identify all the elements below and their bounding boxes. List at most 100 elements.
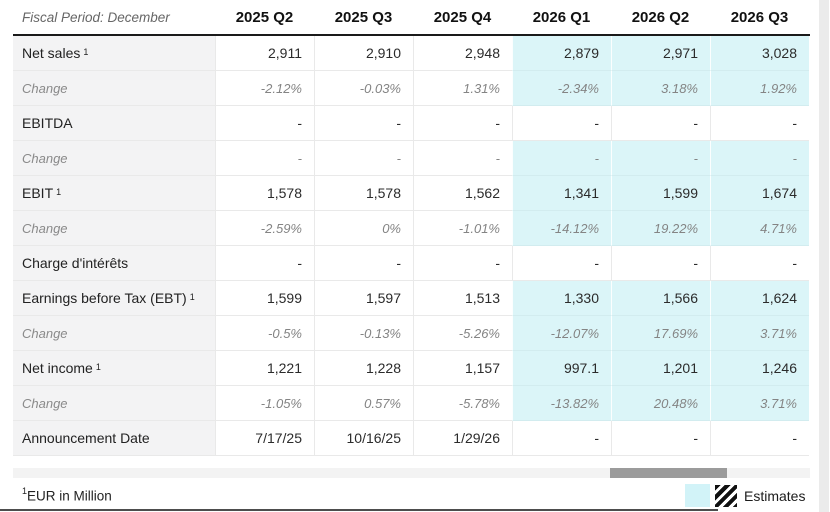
value-cell: -13.82% bbox=[512, 386, 611, 421]
value-cell: - bbox=[413, 246, 512, 281]
value-cell: -2.59% bbox=[215, 211, 314, 246]
estimate-color-swatch bbox=[685, 484, 710, 507]
value-cell: - bbox=[611, 246, 710, 281]
row-label: EBITDA bbox=[13, 106, 215, 141]
table-row-net-income: Net income 1 1,221 1,228 1,157 997.1 1,201 1,24… bbox=[13, 351, 810, 386]
value-cell: 0.57% bbox=[314, 386, 413, 421]
value-cell: 1.31% bbox=[413, 71, 512, 106]
row-label-text: Earnings before Tax (EBT) bbox=[22, 290, 187, 306]
row-label-text: Charge d'intérêts bbox=[22, 255, 129, 271]
value-cell: -14.12% bbox=[512, 211, 611, 246]
value-cell: 1,157 bbox=[413, 351, 512, 386]
value-cell: - bbox=[512, 141, 611, 176]
value-cell: 1.92% bbox=[710, 71, 809, 106]
row-label: Net income 1 bbox=[13, 351, 215, 386]
table-row-ebit: EBIT 1 1,578 1,578 1,562 1,341 1,599 1,674 bbox=[13, 176, 810, 211]
estimates-legend: Estimates bbox=[685, 484, 805, 507]
value-cell: 2,971 bbox=[611, 36, 710, 71]
value-cell: -1.01% bbox=[413, 211, 512, 246]
value-cell: -5.78% bbox=[413, 386, 512, 421]
row-label: Charge d'intérêts bbox=[13, 246, 215, 281]
value-cell: 2,910 bbox=[314, 36, 413, 71]
value-cell: - bbox=[413, 106, 512, 141]
footnote-eur-in-million: 1EUR in Million bbox=[22, 486, 112, 504]
row-label-text: Net sales bbox=[22, 45, 81, 61]
value-cell: 1,562 bbox=[413, 176, 512, 211]
table-body: Net sales 1 2,911 2,910 2,948 2,879 2,971 3,028… bbox=[13, 36, 810, 456]
footnote-text: EUR in Million bbox=[27, 488, 112, 504]
row-label-text: EBIT bbox=[22, 185, 54, 201]
value-cell: 1,228 bbox=[314, 351, 413, 386]
row-label: Change bbox=[13, 316, 215, 351]
column-header-2026-q2: 2026 Q2 bbox=[631, 8, 690, 26]
row-label-text: Change bbox=[22, 325, 68, 341]
vertical-page-scrollbar[interactable] bbox=[819, 0, 829, 512]
value-cell: - bbox=[611, 106, 710, 141]
value-cell: 1,246 bbox=[710, 351, 809, 386]
value-cell: 2,948 bbox=[413, 36, 512, 71]
value-cell: -2.12% bbox=[215, 71, 314, 106]
table-row-change: Change -0.5% -0.13% -5.26% -12.07% 17.69% 3.71… bbox=[13, 316, 810, 351]
footnote-marker: 1 bbox=[22, 486, 28, 496]
row-label: EBIT 1 bbox=[13, 176, 215, 211]
value-cell: 1,599 bbox=[611, 176, 710, 211]
footnote-marker: 1 bbox=[95, 361, 101, 372]
value-cell: - bbox=[512, 246, 611, 281]
row-label-text: Net income bbox=[22, 360, 93, 376]
horizontal-scrollbar-track[interactable] bbox=[13, 468, 810, 478]
value-cell: - bbox=[611, 141, 710, 176]
row-label-text: Change bbox=[22, 150, 68, 166]
footnote-marker: 1 bbox=[56, 186, 62, 197]
value-cell: - bbox=[710, 106, 809, 141]
value-cell: -0.5% bbox=[215, 316, 314, 351]
table-row-change: Change -2.12% -0.03% 1.31% -2.34% 3.18% 1.92% bbox=[13, 71, 810, 106]
table-header-row: Fiscal Period: December 2025 Q2 2025 Q3 … bbox=[13, 0, 810, 36]
table-row-change: Change -2.59% 0% -1.01% -14.12% 19.22% 4.71% bbox=[13, 211, 810, 246]
value-cell: 1,624 bbox=[710, 281, 809, 316]
value-cell: 10/16/25 bbox=[314, 421, 413, 456]
value-cell: 1,341 bbox=[512, 176, 611, 211]
column-header-2025-q4: 2025 Q4 bbox=[433, 8, 492, 26]
value-cell: -0.03% bbox=[314, 71, 413, 106]
value-cell: 3.18% bbox=[611, 71, 710, 106]
value-cell: 4.71% bbox=[710, 211, 809, 246]
value-cell: - bbox=[512, 421, 611, 456]
table-row-change: Change - - - - - - bbox=[13, 141, 810, 176]
value-cell: 1,578 bbox=[215, 176, 314, 211]
column-header-2025-q2: 2025 Q2 bbox=[235, 8, 294, 26]
value-cell: - bbox=[215, 141, 314, 176]
value-cell: -12.07% bbox=[512, 316, 611, 351]
column-header-2025-q3: 2025 Q3 bbox=[334, 8, 393, 26]
value-cell: 1,513 bbox=[413, 281, 512, 316]
value-cell: 7/17/25 bbox=[215, 421, 314, 456]
row-label-text: Change bbox=[22, 220, 68, 236]
value-cell: - bbox=[413, 141, 512, 176]
value-cell: 1,578 bbox=[314, 176, 413, 211]
row-label: Change bbox=[13, 386, 215, 421]
value-cell: - bbox=[314, 106, 413, 141]
value-cell: 3,028 bbox=[710, 36, 809, 71]
bottom-divider bbox=[0, 509, 718, 511]
row-label: Earnings before Tax (EBT) 1 bbox=[13, 281, 215, 316]
horizontal-scrollbar-thumb[interactable] bbox=[610, 468, 727, 478]
row-label-text: Announcement Date bbox=[22, 430, 150, 446]
estimate-hatch-swatch bbox=[715, 484, 737, 507]
value-cell: - bbox=[314, 246, 413, 281]
value-cell: 3.71% bbox=[710, 386, 809, 421]
row-label-text: Change bbox=[22, 395, 68, 411]
footnote-marker: 1 bbox=[83, 46, 89, 57]
row-label-text: Change bbox=[22, 80, 68, 96]
value-cell: 997.1 bbox=[512, 351, 611, 386]
row-label: Net sales 1 bbox=[13, 36, 215, 71]
table-row-earnings-before-tax-ebt-: Earnings before Tax (EBT) 1 1,599 1,597 1,51… bbox=[13, 281, 810, 316]
footnote-marker: 1 bbox=[189, 291, 195, 302]
value-cell: -0.13% bbox=[314, 316, 413, 351]
table-row-charge-d-int-r-ts: Charge d'intérêts - - - - - - bbox=[13, 246, 810, 281]
financials-table: Fiscal Period: December 2025 Q2 2025 Q3 … bbox=[13, 0, 810, 456]
value-cell: 0% bbox=[314, 211, 413, 246]
value-cell: 1,597 bbox=[314, 281, 413, 316]
value-cell: 3.71% bbox=[710, 316, 809, 351]
value-cell: 1,201 bbox=[611, 351, 710, 386]
value-cell: - bbox=[314, 141, 413, 176]
